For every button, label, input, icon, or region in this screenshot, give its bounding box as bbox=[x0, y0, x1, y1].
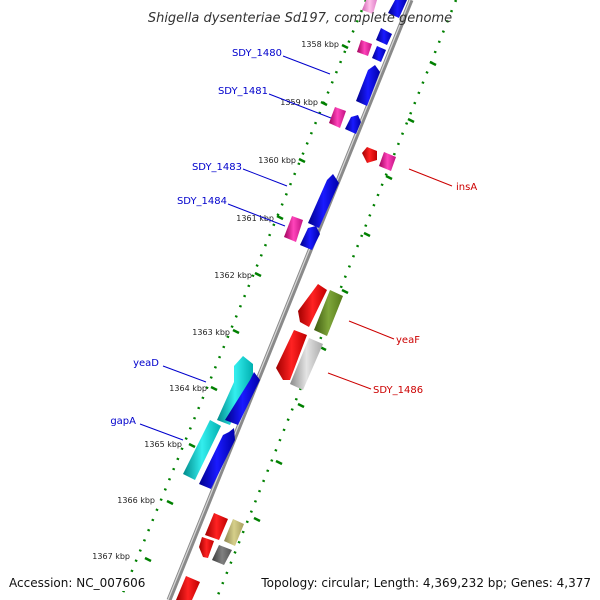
forward-tick-row bbox=[118, 0, 368, 600]
gene-label[interactable]: insA bbox=[456, 182, 477, 193]
gene-feature[interactable] bbox=[183, 420, 221, 480]
gene-feature[interactable] bbox=[329, 107, 346, 128]
gene-label[interactable]: SDY_1486 bbox=[373, 385, 423, 396]
kbp-label: 1362 kbp bbox=[214, 271, 252, 280]
accession-text: Accession: NC_007606 bbox=[9, 576, 145, 590]
kbp-label: 1360 kbp bbox=[258, 156, 296, 165]
gene-feature[interactable] bbox=[362, 0, 377, 14]
gene-label[interactable]: SDY_1483 bbox=[192, 162, 242, 173]
gene-feature[interactable] bbox=[379, 152, 396, 171]
kbp-label: 1367 kbp bbox=[92, 552, 130, 561]
gene-feature[interactable] bbox=[224, 519, 244, 546]
gene-feature[interactable] bbox=[217, 356, 253, 425]
gene-feature[interactable] bbox=[300, 226, 320, 250]
topology-text: Topology: circular; Length: 4,369,232 bp… bbox=[260, 576, 591, 590]
gene-feature[interactable] bbox=[284, 216, 303, 242]
topology-background bbox=[254, 573, 598, 591]
gene-label[interactable]: yeaF bbox=[396, 335, 420, 346]
gene-feature[interactable] bbox=[356, 65, 380, 106]
kbp-label: 1365 kbp bbox=[144, 440, 182, 449]
genome-title: Shigella dysenteriae Sd197, complete gen… bbox=[148, 11, 452, 26]
gene-feature[interactable] bbox=[308, 174, 339, 228]
gene-feature[interactable] bbox=[345, 115, 361, 134]
kbp-label: 1361 kbp bbox=[236, 214, 274, 223]
genome-backbone bbox=[166, 0, 414, 600]
forward-features bbox=[183, 0, 407, 489]
gene-feature[interactable] bbox=[176, 576, 200, 600]
gene-feature[interactable] bbox=[372, 46, 386, 62]
gene-feature[interactable] bbox=[376, 28, 392, 45]
kbp-label: 1359 kbp bbox=[280, 98, 318, 107]
gene-label[interactable]: SDY_1481 bbox=[218, 86, 268, 97]
kbp-label: 1358 kbp bbox=[301, 40, 339, 49]
gene-feature[interactable] bbox=[314, 290, 343, 336]
reverse-features bbox=[176, 147, 396, 600]
kbp-label: 1363 kbp bbox=[192, 328, 230, 337]
gene-label[interactable]: SDY_1484 bbox=[177, 196, 227, 207]
gene-feature[interactable] bbox=[298, 284, 327, 327]
gene-feature[interactable] bbox=[205, 513, 228, 540]
gene-feature[interactable] bbox=[225, 372, 260, 425]
kbp-label: 1364 kbp bbox=[169, 384, 207, 393]
accession-background bbox=[2, 573, 148, 591]
kbp-label: 1366 kbp bbox=[117, 496, 155, 505]
leader-lines bbox=[139, 55, 453, 441]
gene-feature[interactable] bbox=[362, 147, 377, 163]
gene-label[interactable]: SDY_1480 bbox=[232, 48, 282, 59]
gene-feature[interactable] bbox=[290, 338, 323, 390]
gene-feature[interactable] bbox=[388, 0, 407, 18]
gene-feature[interactable] bbox=[212, 545, 232, 565]
gene-feature[interactable] bbox=[357, 40, 372, 56]
genome-backbone-highlight bbox=[167, 0, 411, 600]
gene-label[interactable]: gapA bbox=[110, 416, 136, 427]
gene-feature[interactable] bbox=[199, 428, 235, 489]
gene-feature[interactable] bbox=[276, 330, 307, 380]
major-ticks bbox=[144, 43, 437, 563]
gene-feature[interactable] bbox=[199, 537, 214, 558]
gene-label[interactable]: yeaD bbox=[133, 358, 159, 369]
